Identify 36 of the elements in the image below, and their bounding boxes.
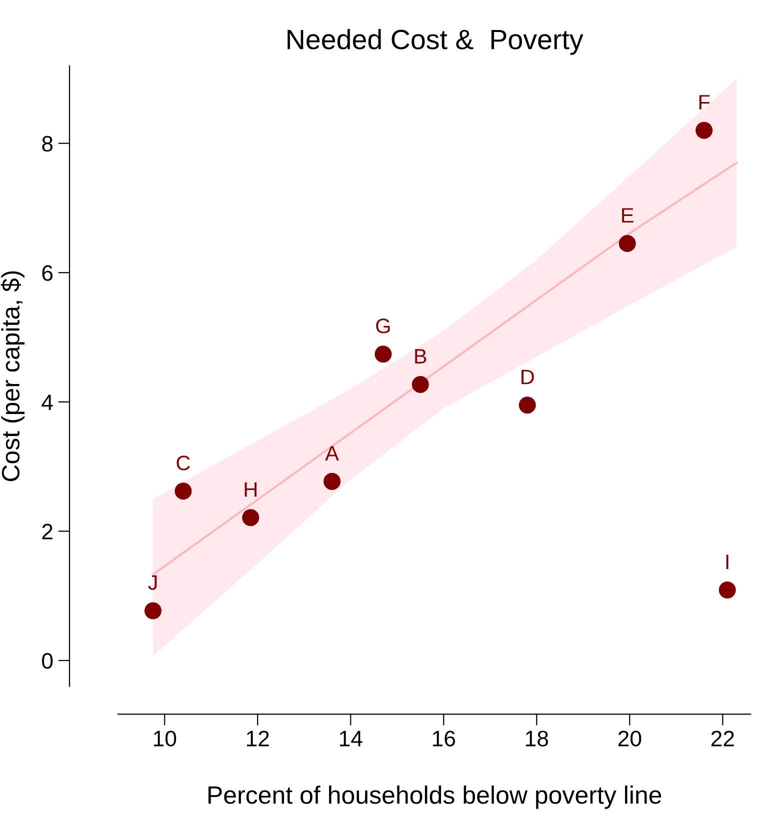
- y-tick-label: 8: [42, 136, 53, 152]
- x-tick-label: 10: [154, 730, 176, 746]
- line-series: [152, 162, 738, 576]
- annotation: G: [376, 318, 390, 334]
- point: [696, 122, 713, 139]
- annotation: C: [176, 456, 190, 470]
- x-tick-label: 16: [432, 730, 456, 746]
- y-tick-label: 4: [42, 394, 53, 410]
- annotation: J: [148, 575, 157, 590]
- annotation: I: [726, 554, 728, 570]
- x-tick-label: 14: [340, 730, 362, 746]
- y-tick-label: 2: [42, 524, 52, 540]
- y-tick-label: 0: [42, 653, 53, 669]
- annotation: F: [699, 95, 710, 110]
- y-axis-title: Cost (per capita, $): [0, 271, 24, 482]
- point: [242, 509, 260, 526]
- point: [412, 376, 429, 393]
- annotation: D: [522, 370, 534, 384]
- x-tick-label: 22: [711, 730, 734, 746]
- point: [618, 235, 636, 252]
- x-tick-label: 20: [618, 730, 642, 746]
- point: [374, 346, 392, 363]
- annotation: E: [622, 208, 634, 223]
- x-axis-title: Percent of households below poverty line: [208, 786, 662, 809]
- annotation: B: [415, 349, 426, 364]
- point: [518, 396, 536, 414]
- point: [174, 482, 192, 500]
- x-tick-label: 12: [246, 730, 269, 746]
- annotation: H: [244, 482, 256, 497]
- y-tick-label: 6: [42, 265, 53, 281]
- point: [324, 472, 341, 490]
- chart-title: Needed Cost & Poverty: [288, 28, 584, 55]
- annotation: A: [325, 446, 339, 460]
- point: [718, 582, 736, 599]
- point: [144, 602, 162, 620]
- x-tick-label: 18: [526, 730, 548, 746]
